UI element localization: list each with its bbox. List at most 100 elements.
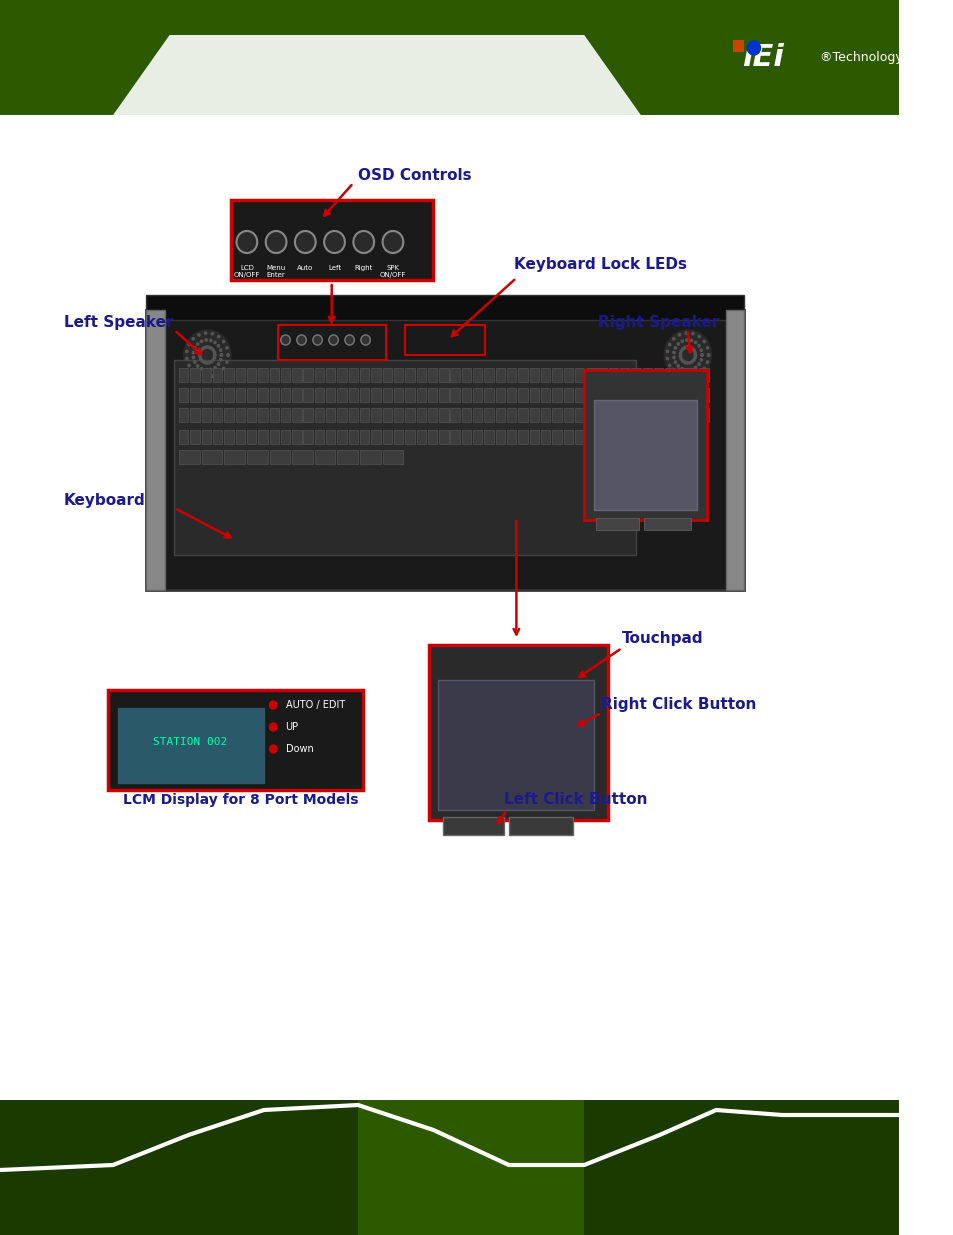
Circle shape <box>222 341 225 342</box>
Bar <box>442 818 503 835</box>
Text: Right Speaker: Right Speaker <box>598 315 719 330</box>
Bar <box>235 368 245 382</box>
Bar <box>326 388 335 403</box>
Circle shape <box>707 353 709 356</box>
Bar <box>608 430 618 445</box>
Circle shape <box>213 341 216 343</box>
Bar <box>224 408 233 422</box>
Circle shape <box>679 358 681 361</box>
Bar <box>563 408 573 422</box>
Circle shape <box>700 353 702 356</box>
Bar <box>517 430 527 445</box>
Circle shape <box>193 356 194 358</box>
Bar <box>292 368 301 382</box>
Circle shape <box>674 347 676 350</box>
Bar <box>437 680 593 810</box>
Circle shape <box>684 375 686 378</box>
Circle shape <box>203 361 205 363</box>
Bar <box>231 200 433 280</box>
Bar <box>314 408 324 422</box>
Bar <box>292 408 301 422</box>
Bar <box>642 368 652 382</box>
Circle shape <box>193 361 195 363</box>
Circle shape <box>220 353 222 356</box>
Circle shape <box>199 358 202 361</box>
Circle shape <box>663 330 711 380</box>
Circle shape <box>683 361 685 363</box>
Polygon shape <box>113 35 640 115</box>
Circle shape <box>227 353 229 356</box>
Bar <box>664 368 674 382</box>
Bar <box>654 388 662 403</box>
Circle shape <box>219 358 222 361</box>
Circle shape <box>672 337 675 340</box>
Bar <box>359 408 369 422</box>
Bar <box>326 408 335 422</box>
Circle shape <box>269 701 276 709</box>
Circle shape <box>345 335 354 345</box>
Bar <box>382 408 392 422</box>
Bar <box>450 408 459 422</box>
Bar <box>529 430 538 445</box>
Circle shape <box>269 722 276 731</box>
Bar <box>201 408 211 422</box>
Bar <box>575 408 583 422</box>
Bar <box>337 408 346 422</box>
Bar <box>575 368 583 382</box>
Bar <box>552 388 561 403</box>
Bar <box>506 368 516 382</box>
Bar <box>146 295 743 320</box>
Bar <box>642 388 652 403</box>
Bar <box>608 388 618 403</box>
Bar <box>664 430 674 445</box>
Text: AUTO / EDIT: AUTO / EDIT <box>285 700 344 710</box>
Bar <box>269 368 278 382</box>
Bar <box>450 430 459 445</box>
Circle shape <box>186 351 188 352</box>
Bar <box>687 388 697 403</box>
Text: ®Technology Corp.: ®Technology Corp. <box>819 52 939 64</box>
Bar <box>201 368 211 382</box>
Bar <box>575 388 583 403</box>
Bar <box>247 388 256 403</box>
Circle shape <box>200 340 203 342</box>
Bar <box>0 1100 357 1235</box>
Bar <box>517 368 527 382</box>
Bar <box>280 388 290 403</box>
Bar <box>224 388 233 403</box>
Circle shape <box>668 343 670 346</box>
Bar <box>394 408 403 422</box>
Circle shape <box>192 337 194 340</box>
Bar <box>676 368 685 382</box>
Bar <box>258 388 268 403</box>
Circle shape <box>226 361 228 363</box>
Circle shape <box>213 367 216 369</box>
Circle shape <box>707 353 709 356</box>
Bar <box>258 408 268 422</box>
Circle shape <box>691 332 694 335</box>
Circle shape <box>688 362 690 364</box>
Bar <box>224 368 233 382</box>
Bar <box>405 325 485 354</box>
Bar <box>213 388 222 403</box>
Bar <box>461 388 471 403</box>
Bar <box>382 388 392 403</box>
Bar <box>382 430 392 445</box>
Bar <box>247 450 268 464</box>
Bar <box>506 430 516 445</box>
Bar <box>235 430 245 445</box>
Bar <box>348 430 357 445</box>
Circle shape <box>196 343 198 345</box>
Bar <box>213 368 222 382</box>
Bar <box>473 388 482 403</box>
Circle shape <box>668 364 670 367</box>
Bar <box>405 408 415 422</box>
Circle shape <box>219 350 222 351</box>
Bar <box>201 430 211 445</box>
Bar <box>597 430 606 445</box>
Text: Keyboard: Keyboard <box>64 493 146 508</box>
Circle shape <box>203 347 205 348</box>
Circle shape <box>691 375 694 378</box>
Bar <box>405 430 415 445</box>
Bar <box>303 430 313 445</box>
